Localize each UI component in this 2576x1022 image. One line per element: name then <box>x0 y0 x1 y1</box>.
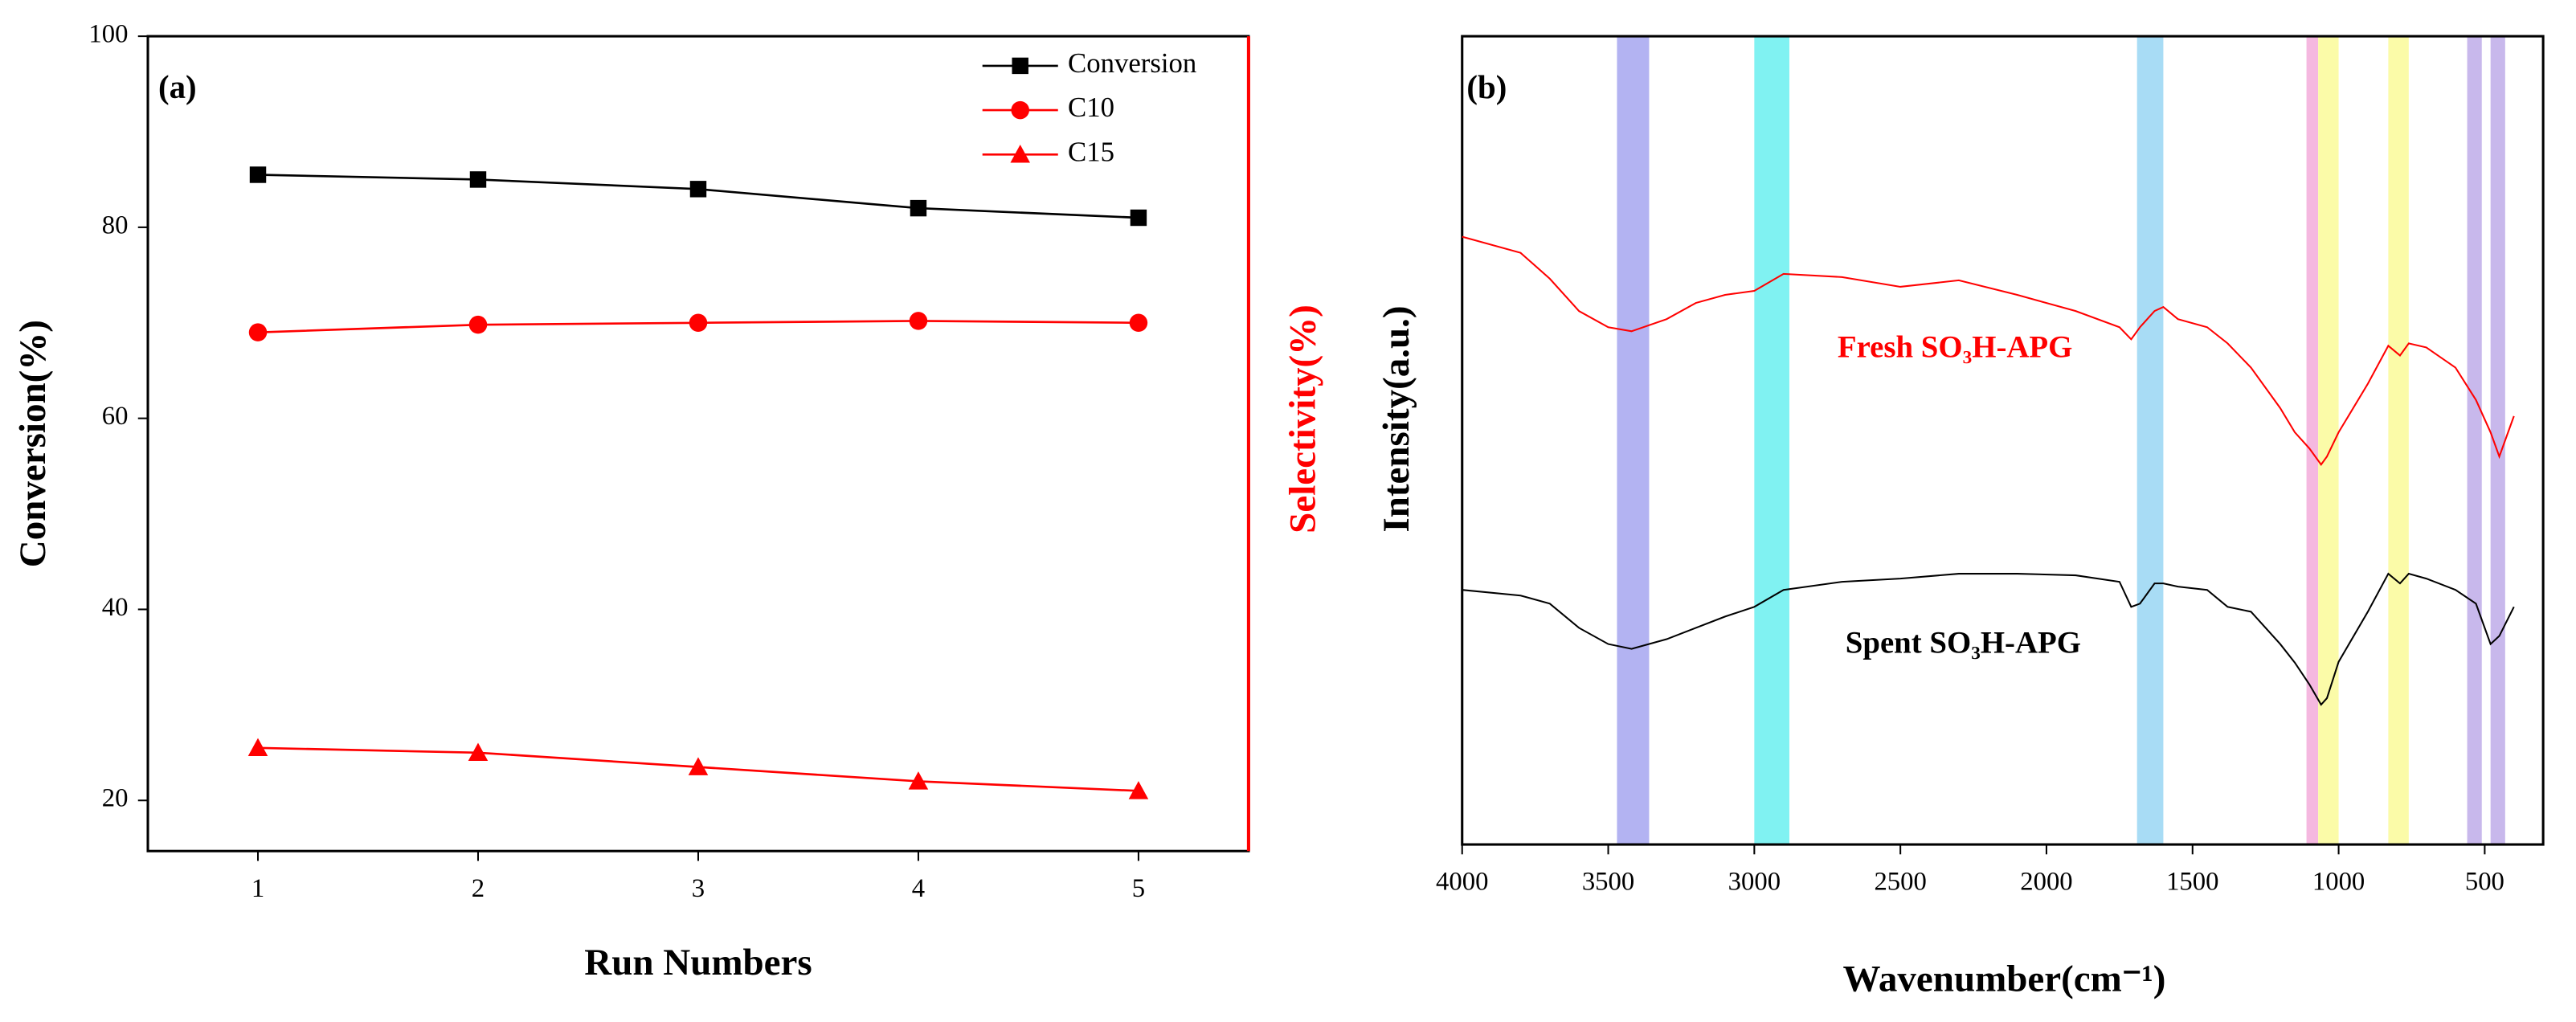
marker <box>1130 209 1147 227</box>
x-axis-label: Wavenumber(cm⁻¹) <box>1843 959 2166 1000</box>
marker <box>468 742 489 762</box>
series-annotation: Fresh SO₃H-APG <box>1838 330 2072 365</box>
x-tick-label: 1500 <box>2166 868 2218 897</box>
x-tick-label: 3500 <box>1582 868 1634 897</box>
band <box>2467 36 2482 845</box>
band <box>2136 36 2164 845</box>
x-tick-label: 3 <box>692 874 705 903</box>
marker <box>1129 313 1148 333</box>
x-tick-label: 500 <box>2465 868 2504 897</box>
marker <box>248 323 268 341</box>
y-tick-label: 60 <box>102 402 129 431</box>
x-tick-label: 4 <box>912 874 925 903</box>
marker <box>689 181 707 198</box>
x-axis-label: Run Numbers <box>584 942 812 983</box>
band <box>2306 36 2319 845</box>
band <box>2388 36 2409 845</box>
band <box>1617 36 1650 845</box>
panel-label: (b) <box>1466 69 1507 105</box>
x-tick-label: 5 <box>1132 874 1145 903</box>
marker <box>910 199 927 217</box>
series-line <box>1462 235 2515 467</box>
y-tick-label: 20 <box>102 784 129 813</box>
legend-label: C10 <box>1068 92 1114 123</box>
band <box>2490 36 2505 845</box>
marker <box>909 312 928 330</box>
marker <box>1011 100 1029 120</box>
plot-frame <box>1461 35 2545 846</box>
series-line <box>1462 572 2515 706</box>
panel-label: (a) <box>158 69 197 105</box>
y-tick-label: 80 <box>102 211 129 239</box>
marker <box>908 771 929 790</box>
x-tick-label: 1 <box>251 874 264 903</box>
marker <box>249 166 267 183</box>
x-tick-label: 2 <box>472 874 485 903</box>
x-tick-label: 1000 <box>2312 868 2365 897</box>
x-tick-label: 4000 <box>1436 868 1488 897</box>
marker <box>688 757 709 775</box>
band <box>1754 36 1789 845</box>
marker <box>1128 781 1149 799</box>
y2-axis-label: Selectivity(%) <box>1282 305 1323 533</box>
marker <box>247 738 268 757</box>
marker <box>468 315 488 334</box>
x-tick-label: 2000 <box>2020 868 2072 897</box>
y-axis-label: Conversion(%) <box>12 320 54 567</box>
marker <box>1012 57 1028 75</box>
legend-label: Conversion <box>1068 47 1196 79</box>
x-tick-label: 2500 <box>1874 868 1926 897</box>
y-axis-label: Intensity(a.u.) <box>1376 305 1417 532</box>
y-tick-label: 100 <box>88 20 128 49</box>
marker <box>689 313 708 333</box>
x-tick-label: 3000 <box>1728 868 1781 897</box>
y-tick-label: 40 <box>102 593 129 622</box>
legend-label: C15 <box>1068 136 1114 167</box>
marker <box>1010 145 1030 163</box>
series-annotation: Spent SO₃H-APG <box>1846 626 2081 660</box>
marker <box>469 171 487 188</box>
